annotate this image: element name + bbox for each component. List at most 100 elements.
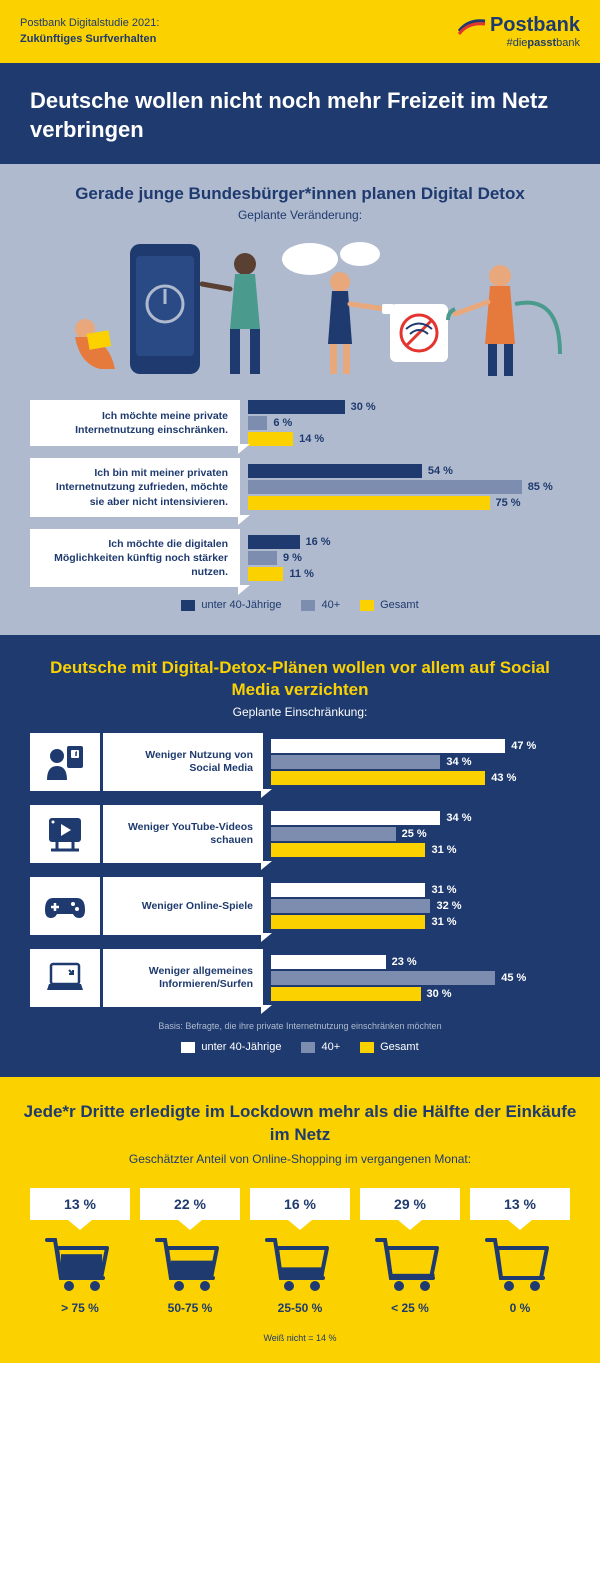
chart-bar (271, 899, 430, 913)
chart-bar (271, 915, 425, 929)
bar-value: 47 % (511, 740, 536, 752)
chart-bar (271, 883, 425, 897)
bar-row: Ich möchte meine private Internetnutzung… (30, 400, 570, 446)
bar-value: 6 % (273, 417, 292, 429)
cart-item: 22 % 50-75 % (140, 1188, 240, 1315)
chart-bar (248, 567, 283, 581)
header-line2: Zukünftiges Surfverhalten (20, 32, 159, 47)
chart-bar (271, 971, 495, 985)
restriction-row: Weniger Online-Spiele 31 % 32 % 31 % (30, 877, 570, 935)
cart-percentage-badge: 16 % (250, 1188, 350, 1220)
bar-row: Ich bin mit meiner privaten Internetnutz… (30, 458, 570, 517)
legend-label: unter 40-Jährige (201, 1041, 281, 1053)
restriction-label: Weniger Online-Spiele (103, 877, 263, 935)
bar-value: 23 % (392, 956, 417, 968)
legend-item: unter 40-Jährige (181, 599, 281, 611)
laptop-icon (30, 949, 100, 1007)
chart-bar (248, 416, 267, 430)
social-icon (30, 733, 100, 791)
youtube-icon (30, 805, 100, 863)
postbank-logo: Postbank #diepasstbank (458, 14, 580, 49)
bar-value: 85 % (528, 481, 553, 493)
detox-illustration (30, 234, 570, 384)
bar-value: 75 % (496, 497, 521, 509)
chart-bar (271, 811, 440, 825)
cart-item: 13 % 0 % (470, 1188, 570, 1315)
section-restrictions: Deutsche mit Digital-Detox-Plänen wollen… (0, 635, 600, 1077)
chart-bar (248, 400, 345, 414)
cart-range-label: 50-75 % (140, 1301, 240, 1315)
bar-value: 45 % (501, 972, 526, 984)
logo-text: Postbank (490, 14, 580, 37)
cart-range-label: > 75 % (30, 1301, 130, 1315)
bar-value: 11 % (289, 568, 313, 580)
shopping-cart-icon (263, 1234, 337, 1292)
bar-row-label: Ich möchte meine private Internetnutzung… (30, 400, 240, 446)
section3-note: Weiß nicht = 14 % (20, 1333, 580, 1343)
legend-item: Gesamt (360, 1041, 419, 1053)
legend-item: 40+ (301, 1041, 340, 1053)
legend-label: Gesamt (380, 599, 419, 611)
bar-value: 30 % (427, 988, 452, 1000)
cart-percentage-badge: 13 % (470, 1188, 570, 1220)
section1-subtitle: Geplante Veränderung: (30, 208, 570, 222)
legend-item: Gesamt (360, 599, 419, 611)
shopping-cart-icon (153, 1234, 227, 1292)
chart-bar (271, 987, 421, 1001)
bar-value: 32 % (436, 900, 461, 912)
cart-percentage-badge: 29 % (360, 1188, 460, 1220)
legend-label: 40+ (321, 599, 340, 611)
header-study-label: Postbank Digitalstudie 2021: Zukünftiges… (20, 16, 159, 47)
restriction-label: Weniger Nutzung von Social Media (103, 733, 263, 791)
bar-value: 9 % (283, 552, 302, 564)
cart-item: 13 % > 75 % (30, 1188, 130, 1315)
chart-bar (248, 432, 293, 446)
legend-swatch (360, 1042, 374, 1053)
restriction-row: Weniger Nutzung von Social Media 47 % 34 %… (30, 733, 570, 791)
restriction-row: Weniger YouTube-Videos schauen34 %25 %31… (30, 805, 570, 863)
legend-item: 40+ (301, 599, 340, 611)
chart-bar (271, 843, 425, 857)
bar-row-label: Ich bin mit meiner privaten Internetnutz… (30, 458, 240, 517)
cart-range-label: 0 % (470, 1301, 570, 1315)
cart-range-label: < 25 % (360, 1301, 460, 1315)
cart-item: 16 % 25-50 % (250, 1188, 350, 1315)
bar-value: 34 % (446, 812, 471, 824)
section2-subtitle: Geplante Einschränkung: (30, 705, 570, 719)
title-section: Deutsche wollen nicht noch mehr Freizeit… (0, 63, 600, 164)
restriction-label: Weniger YouTube-Videos schauen (103, 805, 263, 863)
cart-range-label: 25-50 % (250, 1301, 350, 1315)
section2-legend: unter 40-Jährige 40+ Gesamt (30, 1041, 570, 1053)
gaming-icon (30, 877, 100, 935)
restriction-row: Weniger allgemeines Informieren/Surfen 23… (30, 949, 570, 1007)
legend-swatch (181, 1042, 195, 1053)
section3-title: Jede*r Dritte erledigte im Lockdown mehr… (20, 1101, 580, 1145)
section3-subtitle: Geschätzter Anteil von Online-Shopping i… (20, 1152, 580, 1166)
bar-value: 31 % (431, 884, 456, 896)
bar-row-label: Ich möchte die digitalen Möglichkeiten k… (30, 529, 240, 588)
restriction-label: Weniger allgemeines Informieren/Surfen (103, 949, 263, 1007)
section1-legend: unter 40-Jährige 40+ Gesamt (30, 599, 570, 611)
section2-title: Deutsche mit Digital-Detox-Plänen wollen… (30, 657, 570, 701)
bar-value: 16 % (306, 536, 331, 548)
legend-label: Gesamt (380, 1041, 419, 1053)
shopping-cart-icon (483, 1234, 557, 1292)
section-shopping: Jede*r Dritte erledigte im Lockdown mehr… (0, 1077, 600, 1362)
header-line1: Postbank Digitalstudie 2021: (20, 16, 159, 31)
bar-value: 34 % (446, 756, 471, 768)
main-title: Deutsche wollen nicht noch mehr Freizeit… (30, 87, 570, 144)
shopping-cart-icon (43, 1234, 117, 1292)
bar-value: 31 % (431, 916, 456, 928)
section-detox: Gerade junge Bundesbürger*innen planen D… (0, 164, 600, 635)
section1-title: Gerade junge Bundesbürger*innen planen D… (30, 184, 570, 204)
legend-swatch (360, 600, 374, 611)
cart-percentage-badge: 13 % (30, 1188, 130, 1220)
bar-value: 25 % (402, 828, 427, 840)
bar-value: 54 % (428, 465, 453, 477)
chart-bar (248, 535, 300, 549)
chart-bar (271, 739, 505, 753)
legend-label: unter 40-Jährige (201, 599, 281, 611)
legend-label: 40+ (321, 1041, 340, 1053)
logo-tagline: #diepasstbank (458, 37, 580, 49)
shopping-cart-icon (373, 1234, 447, 1292)
